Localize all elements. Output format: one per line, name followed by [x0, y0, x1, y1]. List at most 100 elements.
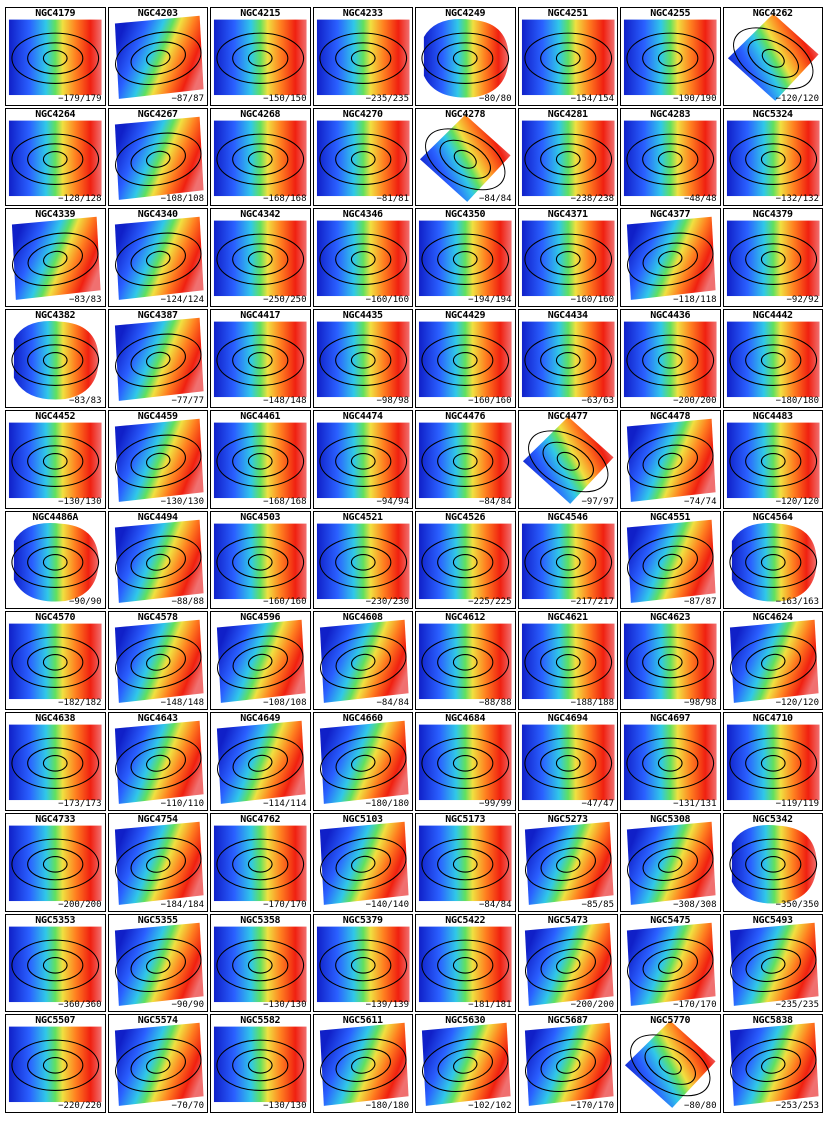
velocity-range: −194/194: [468, 295, 512, 306]
velocity-field: [11, 321, 100, 400]
velocity-map-panel: NGC5173 −84/84: [415, 812, 516, 912]
isophote-contour: [130, 41, 186, 75]
velocity-map-fill: [8, 825, 102, 901]
isophote-contour: [745, 645, 801, 680]
velocity-range: −110/110: [160, 798, 204, 809]
velocity-field: [626, 418, 716, 502]
isophote-contour: [642, 646, 699, 679]
isophote-contour: [27, 646, 84, 679]
velocity-field: [114, 720, 204, 805]
velocity-range: −83/83: [68, 295, 102, 306]
velocity-field: [418, 422, 512, 498]
isophote-contour: [452, 956, 478, 974]
isophote-contour: [232, 243, 289, 276]
isophote-contour: [555, 956, 580, 974]
velocity-map-fill: [418, 321, 512, 398]
velocity-range: −88/88: [478, 698, 512, 709]
isophote-contour: [760, 352, 786, 369]
isophote-contour: [43, 251, 68, 269]
isophote-contour: [658, 956, 683, 974]
velocity-field: [726, 321, 820, 398]
isophote-contour: [350, 50, 376, 67]
galaxy-name: NGC5473: [547, 914, 588, 926]
galaxy-name: NGC4459: [137, 410, 178, 422]
isophote-contour: [232, 948, 289, 981]
velocity-map-fill: [114, 317, 204, 402]
isophote-contour: [657, 352, 683, 369]
velocity-map-panel: NGC4371 −160/160: [517, 208, 618, 308]
galaxy-name: NGC4697: [650, 713, 691, 725]
velocity-map-panel: NGC4754 −184/184: [107, 812, 208, 912]
velocity-range: −253/253: [775, 1100, 819, 1111]
galaxy-name: NGC4710: [752, 713, 793, 725]
velocity-map-panel: NGC4436 −200/200: [620, 309, 721, 408]
isophote-contour: [539, 143, 596, 176]
velocity-range: −163/163: [775, 597, 819, 608]
isophote-contour: [216, 736, 304, 791]
isophote-contour: [350, 352, 376, 369]
isophote-contour: [642, 243, 698, 277]
isophote-contour: [334, 948, 391, 981]
velocity-map-fill: [114, 15, 204, 99]
velocity-map-panel: NGC5475 −170/170: [620, 913, 721, 1013]
velocity-range: −97/97: [581, 496, 614, 507]
velocity-map-panel: NGC5507 −220/220: [5, 1014, 106, 1113]
velocity-map-fill: [727, 13, 819, 101]
velocity-map-panel: NGC4459 −130/130: [107, 409, 208, 509]
isophote-contour: [642, 545, 698, 579]
velocity-map-panel: NGC5353 −360/360: [5, 913, 106, 1013]
galaxy-name: NGC4251: [547, 8, 588, 19]
isophote-contour: [760, 755, 786, 772]
isophote-contour: [658, 1056, 682, 1075]
velocity-map-panel: NGC4551 −87/87: [620, 510, 721, 610]
velocity-map-fill: [213, 120, 307, 196]
isophote-contour: [27, 545, 84, 578]
galaxy-name: NGC4476: [445, 410, 486, 422]
isophote-contour: [626, 837, 714, 891]
isophote-contour: [27, 143, 84, 176]
galaxy-name: NGC5475: [650, 914, 691, 926]
velocity-field: [521, 120, 615, 196]
isophote-contour: [728, 334, 817, 387]
velocity-map-panel: NGC4283 −48/48: [620, 107, 721, 207]
velocity-field: [421, 19, 510, 98]
velocity-range: −238/238: [570, 194, 614, 205]
isophote-contour: [729, 635, 817, 690]
velocity-map-panel: NGC4382 −83/83: [5, 309, 106, 408]
galaxy-name: NGC4486A: [32, 511, 79, 523]
isophote-contour: [319, 1038, 407, 1093]
velocity-field: [521, 623, 615, 700]
velocity-range: −120/120: [775, 496, 819, 507]
velocity-map-fill: [114, 620, 204, 704]
velocity-map-panel: NGC4578 −148/148: [107, 611, 208, 711]
galaxy-name: NGC4281: [547, 108, 588, 120]
velocity-map-panel: NGC5838 −253/253: [722, 1014, 823, 1113]
isophote-contour: [232, 42, 289, 75]
isophote-contour: [745, 948, 801, 982]
isophote-contour: [114, 31, 202, 85]
velocity-field: [316, 19, 410, 96]
isophote-contour: [350, 251, 376, 269]
isophote-contour: [247, 251, 273, 269]
galaxy-name: NGC5324: [752, 108, 793, 120]
velocity-field: [726, 221, 820, 297]
isophote-contour: [744, 747, 801, 780]
velocity-map-fill: [13, 522, 99, 602]
velocity-map-panel: NGC4621 −188/188: [517, 611, 618, 711]
galaxy-name: NGC4377: [650, 209, 691, 221]
isophote-contour: [744, 344, 801, 377]
isophote-contour: [658, 855, 683, 873]
velocity-field: [213, 321, 307, 398]
isophote-contour: [760, 452, 786, 470]
galaxy-name: NGC4215: [240, 8, 281, 19]
isophote-contour: [555, 251, 581, 269]
velocity-range: −108/108: [160, 194, 204, 205]
isophote-contour: [760, 150, 786, 168]
isophote-contour: [728, 536, 817, 588]
isophote-contour: [642, 444, 698, 478]
velocity-field: [418, 221, 512, 297]
velocity-range: −225/225: [468, 597, 512, 608]
velocity-range: −48/48: [683, 194, 717, 205]
velocity-range: −230/230: [365, 597, 409, 608]
isophote-contour: [523, 737, 612, 790]
